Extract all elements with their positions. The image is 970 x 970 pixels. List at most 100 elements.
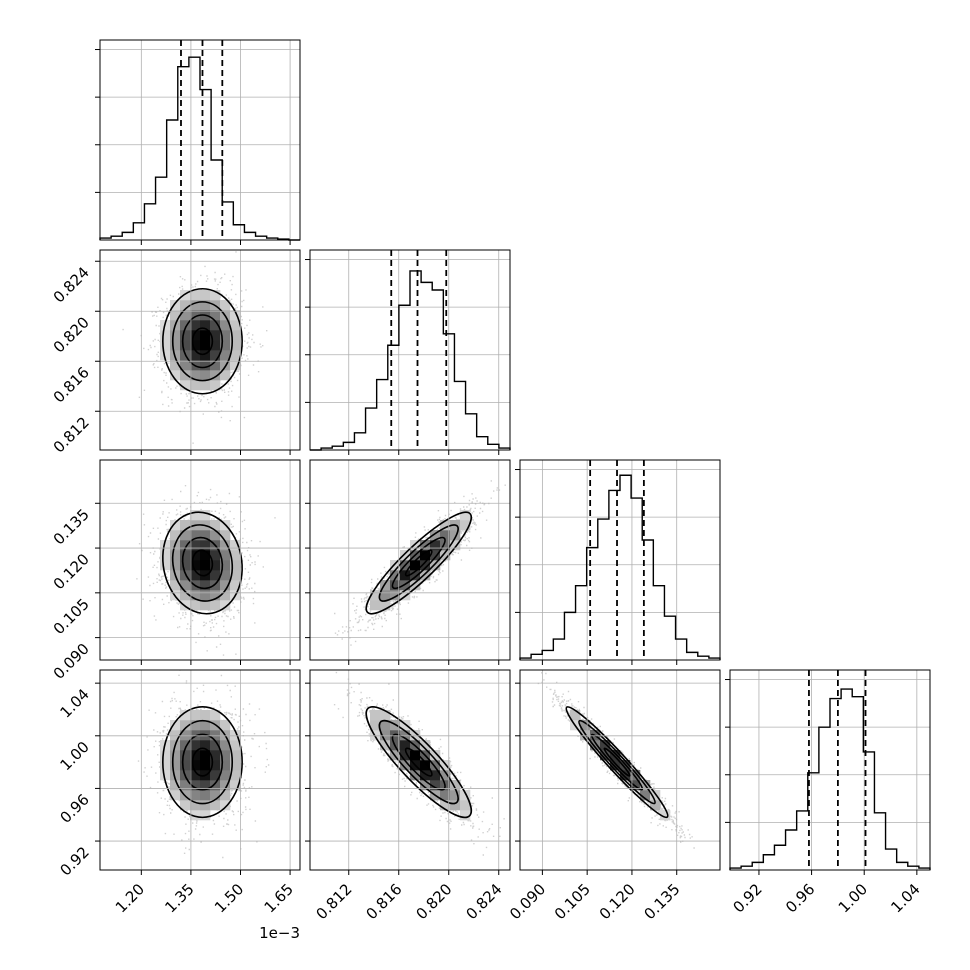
scatter-panel-3-2 [537, 670, 695, 849]
contour-line [378, 719, 459, 805]
density-cell [220, 320, 231, 331]
panel-frame [729, 669, 931, 871]
density-cell [430, 550, 441, 561]
density-cell [440, 540, 451, 551]
panel-content [137, 670, 270, 859]
density-cell [210, 600, 221, 611]
x-tick-label: 0.816 [362, 880, 405, 923]
y-tick-label: 0.816 [50, 363, 93, 406]
density-cell [180, 800, 191, 811]
histogram-step [310, 270, 511, 451]
density-cell [380, 740, 391, 751]
density-cell [400, 740, 411, 751]
density-cell [210, 790, 221, 801]
axis-ticks [305, 502, 500, 665]
histogram-step [729, 688, 931, 870]
axis-ticks [95, 260, 291, 455]
density-cell [170, 770, 181, 781]
contour-line [565, 706, 669, 819]
density-cell [200, 800, 211, 811]
density-cell [200, 740, 211, 751]
density-cell [400, 720, 411, 731]
x-tick-label: 0.090 [506, 880, 549, 923]
density-cell [390, 590, 401, 601]
contour-line [181, 314, 224, 369]
contour-line [171, 301, 234, 382]
density-cell [630, 770, 641, 781]
density-cell [420, 740, 431, 751]
contour-line [191, 549, 214, 577]
panel-frame [309, 249, 511, 451]
density-cell [190, 540, 201, 551]
panel-frame [99, 39, 301, 241]
density-cell [160, 770, 171, 781]
density-cell [460, 800, 471, 811]
density-cell [200, 530, 211, 541]
density-cell [170, 300, 181, 311]
density-cell [400, 730, 411, 741]
x-tick-label: 0.812 [312, 880, 355, 923]
contour-line [404, 747, 433, 777]
density-cell [200, 330, 211, 341]
y-tick-label: 1.04 [56, 685, 92, 721]
density-cell [200, 510, 211, 521]
histogram-step [519, 474, 721, 660]
density-cell [210, 380, 221, 391]
x-tick-label: 0.820 [412, 880, 455, 923]
density-cell [230, 560, 241, 571]
density-cell [170, 790, 181, 801]
y-tick-label: 0.92 [56, 843, 92, 879]
density-cell [190, 710, 201, 721]
panel-content [334, 480, 506, 646]
density-cell [210, 590, 221, 601]
density-cell [420, 570, 431, 581]
density-cell [440, 790, 451, 801]
density-cell [210, 330, 221, 341]
density-cell [180, 540, 191, 551]
density-cell [160, 540, 171, 551]
density-cell [430, 780, 441, 791]
density-cell [200, 760, 211, 771]
density-cell [230, 310, 241, 321]
density-cell [230, 780, 241, 791]
density-cell [460, 810, 471, 821]
density-cell [180, 560, 191, 571]
x-tick-label: 0.92 [729, 880, 765, 916]
density-cell [180, 360, 191, 371]
x-tick-label: 0.120 [596, 880, 639, 923]
grid-lines [100, 460, 300, 660]
density-cell [170, 340, 181, 351]
density-cell [170, 330, 181, 341]
density-cell [180, 520, 191, 531]
density-cell [170, 720, 181, 731]
density-cell [200, 290, 211, 301]
density-cell [450, 800, 461, 811]
panel-frame [309, 459, 511, 661]
density-cell [200, 720, 211, 731]
density-cell [450, 780, 461, 791]
contour-line [171, 719, 234, 805]
contour-line [365, 706, 473, 819]
y-tick-label: 0.090 [50, 640, 93, 683]
density-cell [410, 570, 421, 581]
density-cell [420, 540, 431, 551]
density-cell [210, 770, 221, 781]
density-cell [180, 550, 191, 561]
density-cell [390, 570, 401, 581]
density-cell [160, 330, 171, 341]
density-cell [230, 340, 241, 351]
density-cell [190, 370, 201, 381]
x-tick-label: 1.65 [261, 880, 297, 916]
density-cell [190, 290, 201, 301]
density-cell [230, 320, 241, 331]
contour-line [378, 524, 459, 602]
density-cell [190, 730, 201, 741]
density-cell [380, 590, 391, 601]
density-cell [570, 710, 581, 721]
density-cell [440, 800, 451, 811]
density-cell [170, 750, 181, 761]
density-cell [200, 780, 211, 791]
density-cell [410, 770, 421, 781]
density-cell [180, 780, 191, 791]
density-cell [390, 580, 401, 591]
